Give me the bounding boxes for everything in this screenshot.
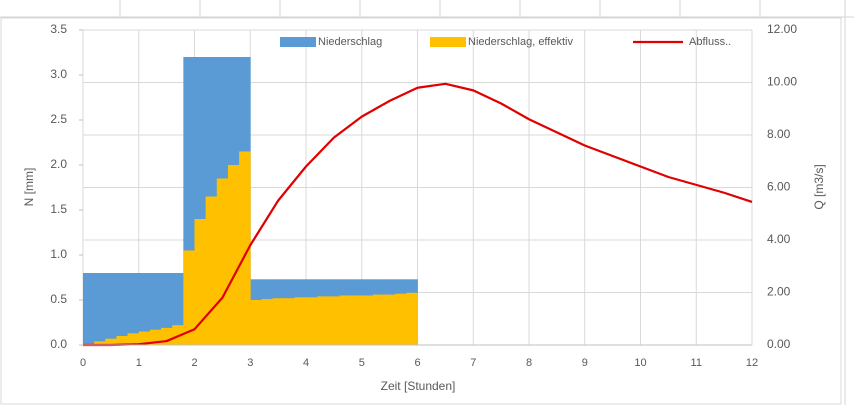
y-tick-label: 1.5	[50, 202, 67, 216]
bar	[94, 341, 106, 345]
bar	[149, 273, 162, 345]
bar	[239, 151, 251, 345]
bar	[339, 295, 351, 345]
bar	[205, 196, 218, 345]
bar	[183, 57, 195, 345]
bar	[194, 57, 207, 345]
bar	[127, 273, 140, 345]
y2-tick-label: 0.00	[767, 337, 791, 351]
x-tick-label: 2	[191, 357, 197, 369]
legend-label: Niederschlag, effektiv	[468, 36, 573, 48]
bar	[138, 273, 151, 345]
y2-tick-label: 2.00	[767, 285, 791, 299]
chart-area	[0, 17, 842, 405]
y-tick-label: 1.0	[50, 247, 67, 261]
legend-label: Niederschlag	[318, 36, 382, 48]
legend-swatch	[430, 37, 466, 47]
y2-tick-label: 6.00	[767, 180, 791, 194]
x-tick-label: 12	[746, 357, 758, 369]
bar	[294, 297, 307, 345]
y2-tick-label: 12.00	[767, 22, 797, 36]
bar	[261, 299, 273, 345]
y-axis-label: N [mm]	[22, 168, 36, 207]
bar	[138, 331, 151, 345]
bar	[116, 336, 128, 345]
y2-tick-label: 10.00	[767, 75, 797, 89]
bar	[116, 273, 128, 345]
y-tick-label: 3.5	[50, 22, 67, 36]
bar	[194, 219, 207, 345]
legend-swatch	[280, 37, 316, 47]
x-tick-label: 6	[414, 357, 420, 369]
bar	[227, 165, 240, 345]
y2-tick-label: 4.00	[767, 232, 791, 246]
y2-axis-label: Q [m3/s]	[812, 164, 826, 209]
bar	[172, 273, 184, 345]
x-tick-label: 7	[470, 357, 476, 369]
bar	[384, 294, 396, 345]
bar	[183, 250, 195, 345]
bar	[395, 293, 407, 345]
x-tick-label: 1	[136, 357, 142, 369]
y-tick-label: 0.5	[50, 292, 67, 306]
bar	[161, 273, 173, 345]
y-tick-label: 3.0	[50, 67, 67, 81]
bar	[372, 294, 385, 345]
y-tick-label: 2.0	[50, 157, 67, 171]
bar	[216, 178, 229, 345]
y2-tick-label: 8.00	[767, 127, 791, 141]
bar	[105, 273, 117, 345]
bar	[161, 327, 173, 345]
line	[83, 82, 753, 347]
bar	[350, 295, 363, 345]
x-axis-label: Zeit [Stunden]	[381, 379, 456, 393]
bar	[250, 300, 262, 345]
y-tick-label: 2.5	[50, 112, 67, 126]
bar	[272, 298, 285, 345]
x-tick-label: 9	[582, 357, 588, 369]
y-tick-label: 0.0	[50, 337, 67, 351]
legend-label: Abfluss..	[689, 36, 731, 48]
x-tick-label: 0	[80, 357, 86, 369]
bar	[306, 297, 318, 345]
bar	[328, 296, 340, 345]
x-tick-label: 10	[634, 357, 646, 369]
bar	[105, 338, 117, 345]
x-tick-label: 11	[691, 357, 702, 369]
bar	[127, 333, 140, 345]
x-tick-label: 8	[526, 357, 532, 369]
x-tick-label: 4	[303, 357, 309, 369]
bar	[406, 292, 418, 345]
bar	[94, 273, 106, 345]
bar	[283, 298, 296, 345]
x-tick-label: 5	[359, 357, 365, 369]
bar	[83, 273, 95, 345]
bar	[149, 329, 162, 345]
bar	[361, 295, 374, 345]
x-tick-label: 3	[247, 357, 253, 369]
bar	[317, 296, 329, 345]
